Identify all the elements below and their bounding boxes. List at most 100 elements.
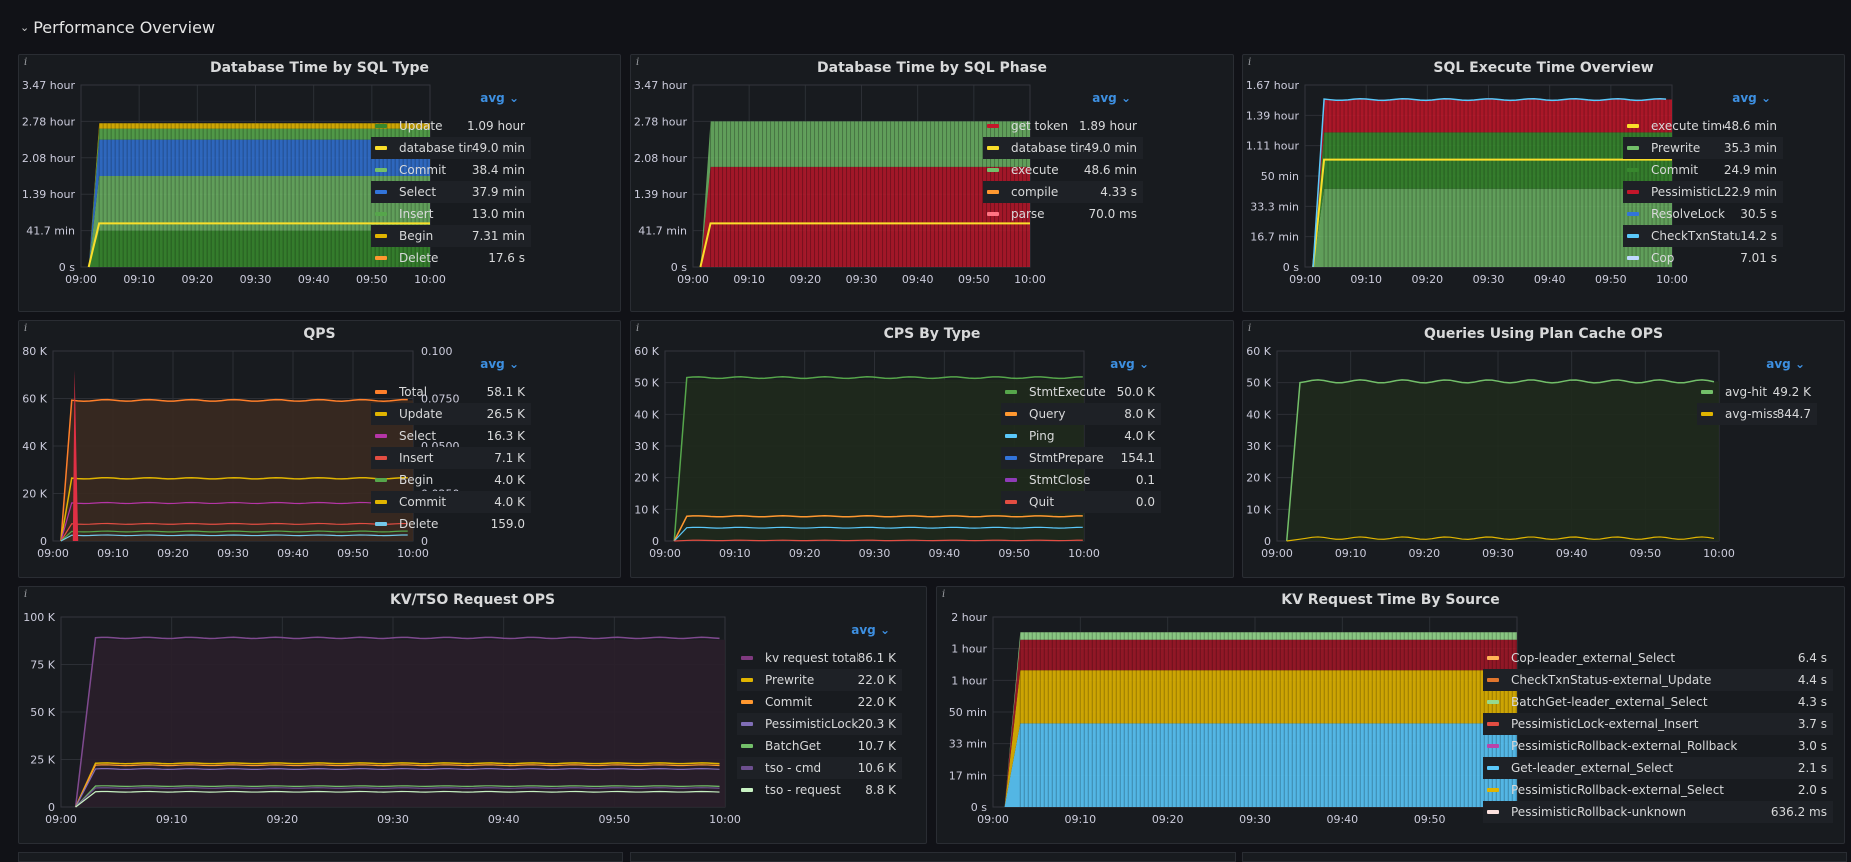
panel-kv-request-time-by-source[interactable]: i KV Request Time By Source 2 hour 1 hour 1 … [936,586,1845,844]
chart-canvas[interactable]: 1.67 hour 1.39 hour 1.11 hour 50 min 33.3 mi… [1243,55,1844,311]
x-tick-label: 09:20 [789,547,821,560]
legend-item[interactable]: compile 4.33 s [983,181,1143,203]
info-icon[interactable]: i [636,57,640,68]
legend-mode-dropdown[interactable]: avg ⌄ [1110,357,1149,371]
series-line [674,539,1083,542]
legend-item[interactable]: Begin 4.0 K [371,469,531,491]
y-tick-label: 16.7 min [1250,231,1299,244]
legend: avg ⌄ get token 1.89 hour database time49.0… [983,91,1143,225]
legend-item[interactable]: tso - request 8.8 K [737,779,902,801]
info-icon[interactable]: i [1248,323,1252,334]
legend-item[interactable]: database time49.0 min [983,137,1143,159]
x-tick-label: 10:00 [1703,547,1735,560]
legend-item[interactable]: avg-miss 844.7 [1697,403,1817,425]
y-tick-label: 40 K [22,440,47,453]
legend-item[interactable]: tso - cmd 10.6 K [737,757,902,779]
panel-cps-by-type[interactable]: i CPS By Type 60 K 50 K 40 K 30 K 20 K 10 K 0 09:… [630,320,1234,578]
legend-item[interactable]: BatchGet-leader_external_Select 4.3 s [1483,691,1833,713]
chevron-down-icon: ⌄ [20,21,30,34]
legend-item[interactable]: Commit 4.0 K [371,491,531,513]
chart-canvas[interactable]: 100 K 75 K 50 K 25 K 009:00 09:10 09:20 09:30 09… [19,587,926,843]
legend-item[interactable]: Cop 7.01 s [1623,247,1783,269]
legend-item[interactable]: StmtPrepare 154.1 [1001,447,1161,469]
legend-item[interactable]: Update 26.5 K [371,403,531,425]
legend-mode-dropdown[interactable]: avg ⌄ [851,623,890,637]
series-group [673,376,1084,542]
legend-item[interactable]: Select 16.3 K [371,425,531,447]
legend-item[interactable]: avg-hit 49.2 K [1697,381,1817,403]
legend-item[interactable]: get token 1.89 hour [983,115,1143,137]
legend-item[interactable]: kv request total 86.1 K [737,647,902,669]
legend-item[interactable]: PessimisticLock 20.3 K [737,713,902,735]
legend-item[interactable]: CheckTxnStatus 14.2 s [1623,225,1783,247]
x-tick-label: 09:20 [1408,547,1440,560]
legend-item[interactable]: Delete 159.0 [371,513,531,535]
info-icon[interactable]: i [24,323,28,334]
x-tick-label: 09:20 [181,273,213,286]
legend-mode-dropdown[interactable]: avg ⌄ [1732,91,1771,105]
info-icon[interactable]: i [636,323,640,334]
legend-item[interactable]: Commit 38.4 min [371,159,531,181]
legend-item[interactable]: Total 58.1 K [371,381,531,403]
x-tick-label: 09:10 [733,273,765,286]
legend-item[interactable]: Cop-leader_external_Select 6.4 s [1483,647,1833,669]
info-icon[interactable]: i [24,589,28,600]
legend-item[interactable]: Commit 22.0 K [737,691,902,713]
legend-item[interactable]: Delete 17.6 s [371,247,531,269]
legend-item[interactable]: CheckTxnStatus-external_Update 4.4 s [1483,669,1833,691]
info-icon[interactable]: i [942,589,946,600]
legend-item[interactable]: BatchGet 10.7 K [737,735,902,757]
legend-item[interactable]: StmtClose 0.1 [1001,469,1161,491]
legend-mode-dropdown[interactable]: avg ⌄ [480,91,519,105]
legend-item[interactable]: PessimisticLock-external_Insert 3.7 s [1483,713,1833,735]
panel-database-time-by-sql-type[interactable]: i Database Time by SQL Type 3.47 hour 2.78 … [18,54,621,312]
legend-item[interactable]: Update 1.09 hour [371,115,531,137]
legend-item[interactable]: Insert 13.0 min [371,203,531,225]
panel-sql-execute-time-overview[interactable]: i SQL Execute Time Overview 1.67 hour 1.39 … [1242,54,1845,312]
info-icon[interactable]: i [1248,57,1252,68]
panel-database-time-by-sql-phase[interactable]: i Database Time by SQL Phase 3.47 hour 2.78… [630,54,1234,312]
panel-queries-using-plan-cache-ops[interactable]: i Queries Using Plan Cache OPS 60 K 50 K 40 … [1242,320,1845,578]
info-icon[interactable]: i [24,57,28,68]
x-tick-label: 09:30 [1239,813,1271,826]
legend-item[interactable]: StmtExecute 50.0 K [1001,381,1161,403]
x-tick-label: 09:10 [123,273,155,286]
legend-item[interactable]: PessimisticRollback-unknown 636.2 ms [1483,801,1833,823]
row-header-performance-overview[interactable]: ⌄ Performance Overview [20,18,215,37]
legend-item[interactable]: Begin 7.31 min [371,225,531,247]
legend-item[interactable]: PessimisticRollback-external_Rollback 3.0… [1483,735,1833,757]
chart-canvas[interactable]: 3.47 hour 2.78 hour 2.08 hour 1.39 hour 41.7… [631,55,1233,311]
legend-mode-dropdown[interactable]: avg ⌄ [480,357,519,371]
legend-item[interactable]: ResolveLock 30.5 s [1623,203,1783,225]
chart-canvas[interactable]: 60 K 50 K 40 K 30 K 20 K 10 K 009:00 09:10 09:20… [1243,321,1844,577]
legend-mode-dropdown[interactable]: avg ⌄ [1766,357,1805,371]
legend-item[interactable]: database time49.0 min [371,137,531,159]
panel-kv-tso-request-ops[interactable]: i KV/TSO Request OPS 100 K 75 K 50 K 25 K 0 09:… [18,586,927,844]
legend-item[interactable]: Prewrite 22.0 K [737,669,902,691]
x-tick-label: 09:20 [1152,813,1184,826]
legend-item[interactable]: Select 37.9 min [371,181,531,203]
legend-item[interactable]: Get-leader_external_Select 2.1 s [1483,757,1833,779]
legend-item[interactable]: PessimisticRollback-external_Select 2.0 s [1483,779,1833,801]
chevron-down-icon: ⌄ [875,623,890,637]
x-tick-label: 09:20 [157,547,189,560]
legend-item[interactable]: parse 70.0 ms [983,203,1143,225]
legend-item[interactable]: Ping 4.0 K [1001,425,1161,447]
legend-item[interactable]: Insert 7.1 K [371,447,531,469]
legend-item[interactable]: Commit 24.9 min [1623,159,1783,181]
legend-item[interactable]: Quit 0.0 [1001,491,1161,513]
legend-item[interactable]: PessimisticLock22.9 min [1623,181,1783,203]
legend-item[interactable]: execute 48.6 min [983,159,1143,181]
legend-item[interactable]: Query 8.0 K [1001,403,1161,425]
legend-swatch [987,212,999,216]
legend-item[interactable]: execute time 48.6 min [1623,115,1783,137]
legend-item[interactable]: Prewrite 35.3 min [1623,137,1783,159]
chart-canvas[interactable]: 60 K 50 K 40 K 30 K 20 K 10 K 009:00 09:10 09:20… [631,321,1233,577]
y-tick-label: 50 K [30,706,55,719]
legend-value: 48.6 min [1083,163,1137,177]
legend-mode-dropdown[interactable]: avg ⌄ [1092,91,1131,105]
legend-value: 6.4 s [1797,651,1827,665]
